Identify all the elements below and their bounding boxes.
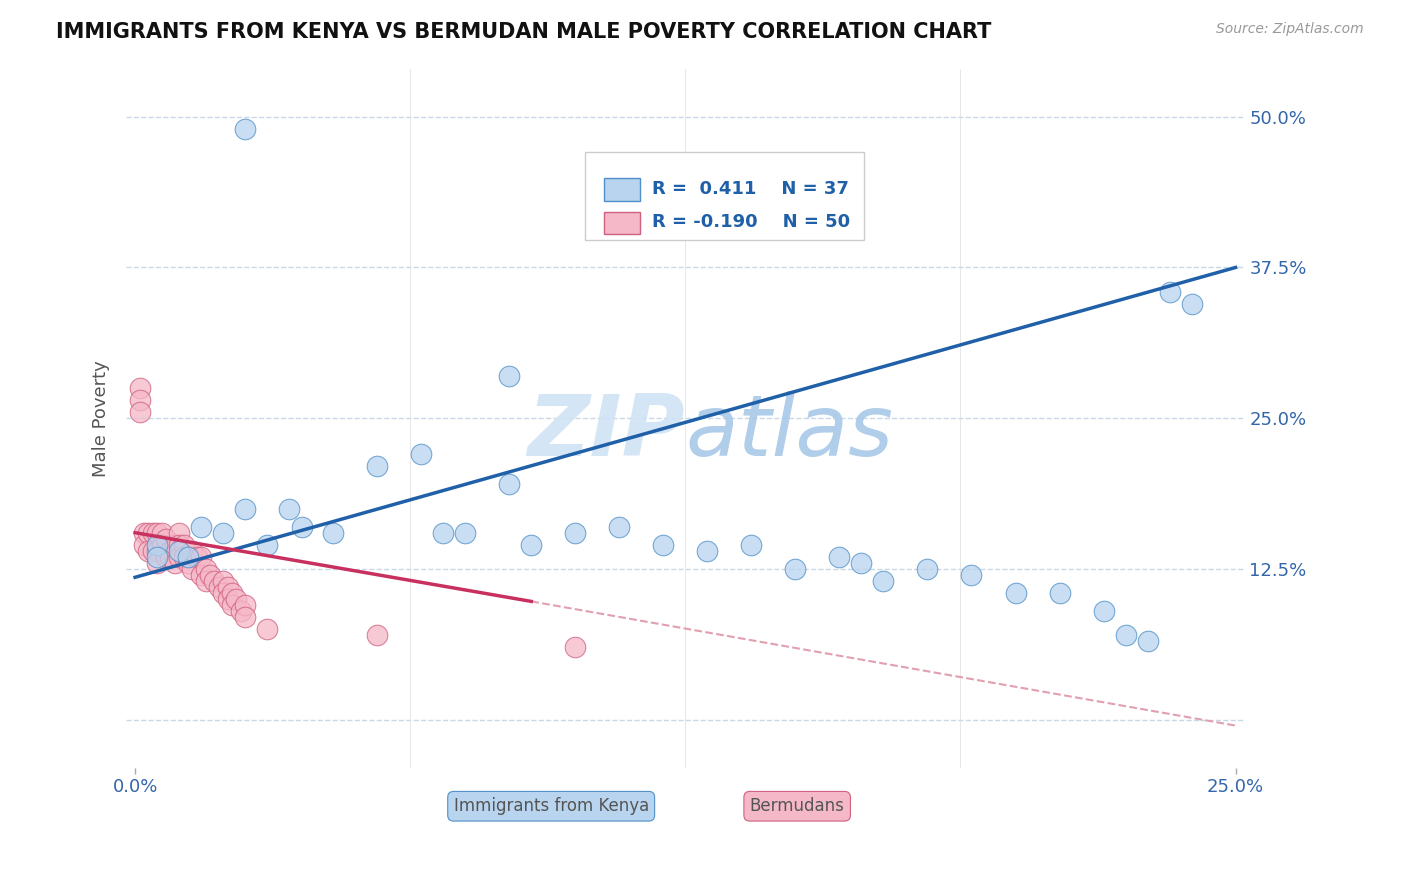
Point [146, 543, 169, 558]
Text: Source: ZipAtlas.com: Source: ZipAtlas.com [1216, 22, 1364, 37]
Point [1180, 296, 1202, 310]
Point [202, 574, 225, 588]
Point [1049, 586, 1071, 600]
Point [960, 567, 983, 582]
Point [181, 543, 204, 558]
Point [212, 586, 235, 600]
Point [167, 525, 190, 540]
Point [564, 525, 586, 540]
Point [917, 562, 939, 576]
Point [212, 574, 235, 588]
Point [163, 556, 186, 570]
Point [564, 640, 586, 655]
Point [146, 556, 169, 570]
Point [1136, 634, 1159, 648]
Bar [603, 212, 640, 235]
Text: Immigrants from Kenya: Immigrants from Kenya [454, 797, 648, 815]
Point [233, 501, 256, 516]
Text: IMMIGRANTS FROM KENYA VS BERMUDAN MALE POVERTY CORRELATION CHART: IMMIGRANTS FROM KENYA VS BERMUDAN MALE P… [56, 22, 991, 42]
Text: ZIP: ZIP [527, 391, 685, 474]
Point [177, 549, 200, 564]
Point [194, 574, 217, 588]
Point [851, 556, 873, 570]
Point [208, 580, 231, 594]
Point [498, 477, 520, 491]
Point [607, 519, 630, 533]
Point [696, 543, 718, 558]
Point [150, 538, 173, 552]
Point [1159, 285, 1181, 299]
Point [146, 538, 169, 552]
Point [190, 549, 212, 564]
Point [146, 525, 169, 540]
Point [785, 562, 807, 576]
Point [190, 567, 212, 582]
Point [194, 562, 217, 576]
Point [150, 525, 173, 540]
FancyBboxPatch shape [585, 153, 865, 240]
Point [229, 604, 252, 618]
Point [828, 549, 851, 564]
Point [411, 447, 433, 461]
Point [146, 549, 169, 564]
Point [217, 592, 239, 607]
Point [520, 538, 543, 552]
Point [128, 381, 150, 395]
Text: Bermudans: Bermudans [749, 797, 845, 815]
Point [167, 543, 190, 558]
Point [366, 459, 388, 474]
Point [190, 519, 212, 533]
Point [136, 525, 159, 540]
Point [136, 543, 159, 558]
Point [132, 525, 155, 540]
Point [167, 549, 190, 564]
Point [233, 598, 256, 612]
Point [432, 525, 454, 540]
Point [225, 592, 247, 607]
Point [163, 538, 186, 552]
Point [181, 562, 204, 576]
Point [1004, 586, 1026, 600]
Point [1092, 604, 1115, 618]
Point [217, 580, 239, 594]
Y-axis label: Male Poverty: Male Poverty [93, 359, 110, 476]
Point [155, 532, 177, 546]
Point [221, 586, 243, 600]
Point [256, 538, 278, 552]
Point [322, 525, 344, 540]
Point [498, 368, 520, 383]
Point [740, 538, 762, 552]
Point [128, 393, 150, 408]
Text: atlas: atlas [685, 391, 893, 474]
Point [1115, 628, 1137, 642]
Point [142, 543, 165, 558]
Point [155, 549, 177, 564]
Point [233, 610, 256, 624]
Point [652, 538, 675, 552]
Point [872, 574, 894, 588]
Point [173, 538, 195, 552]
Point [142, 525, 165, 540]
Point [212, 525, 235, 540]
Point [256, 622, 278, 636]
Point [132, 538, 155, 552]
Point [177, 549, 200, 564]
Point [159, 549, 181, 564]
Point [128, 405, 150, 419]
Point [173, 549, 195, 564]
Point [233, 121, 256, 136]
Point [278, 501, 301, 516]
Point [159, 543, 181, 558]
Point [454, 525, 477, 540]
Point [186, 549, 208, 564]
Point [177, 556, 200, 570]
Text: R = -0.190    N = 50: R = -0.190 N = 50 [652, 213, 851, 231]
Point [221, 598, 243, 612]
Point [167, 538, 190, 552]
Point [198, 567, 221, 582]
Bar [603, 178, 640, 201]
Point [366, 628, 388, 642]
Text: R =  0.411    N = 37: R = 0.411 N = 37 [652, 180, 849, 198]
Point [291, 519, 314, 533]
